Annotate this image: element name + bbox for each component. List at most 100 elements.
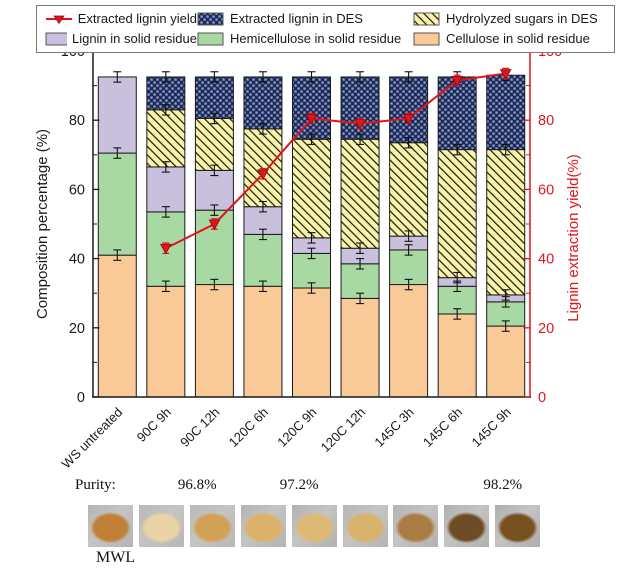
powder-pile [342, 505, 388, 547]
series-swatch-icon [197, 12, 224, 25]
powder-pile [138, 505, 184, 547]
bar-segment [146, 285, 186, 398]
legend-label: Extracted lignin in DES [230, 11, 363, 26]
legend-item-lignin-in-solid-residue: Lignin in solid residue [45, 29, 197, 48]
left-axis-tick-label: 40 [69, 252, 85, 268]
bar-segment [389, 284, 429, 398]
series-swatch-icon [413, 12, 440, 25]
x-category-label: 90C 9h [134, 405, 174, 445]
legend-label: Hydrolyzed sugars in DES [446, 11, 598, 26]
bar-segment [340, 263, 380, 299]
yield-marker [499, 69, 512, 80]
bar-segment [97, 152, 137, 256]
right-axis-tick-label: 80 [538, 113, 554, 129]
powder-pile [495, 505, 541, 547]
right-axis-tick-label: 0 [538, 390, 546, 406]
bar-segment [292, 287, 331, 398]
yield-marker [354, 119, 366, 130]
bar-segment [146, 166, 186, 213]
bar-segment [292, 76, 331, 140]
legend-item-hemicellulose-in-solid-residue: Hemicellulose in solid residue [197, 29, 413, 48]
sample-120c-9h-photo [291, 505, 337, 547]
powder-pile [240, 505, 286, 547]
chart-legend: Extracted lignin yield Extracted lignin i… [36, 5, 615, 53]
bar-segment [486, 325, 526, 398]
mwl-label: MWL [96, 549, 136, 566]
left-axis-tick-label: 60 [69, 182, 85, 198]
bar-error-bars-group [113, 67, 510, 332]
bar-segment [340, 138, 380, 249]
legend-item-hydrolyzed-sugars-in-des: Hydrolyzed sugars in DES [413, 9, 610, 28]
left-axis-tick-label: 20 [69, 321, 85, 337]
legend-item-extracted-lignin-in-des: Extracted lignin in DES [197, 9, 413, 28]
bar-segment [243, 233, 283, 287]
right-axis-title: Lignin extraction yield(%) [565, 154, 582, 322]
composition-stacked-bar-chart: 002020404060608080100100WS untreated90C … [34, 44, 582, 472]
powder-pile [88, 505, 133, 547]
yield-marker [402, 114, 415, 125]
purity-value: 96.8% [177, 477, 217, 493]
bar-segment [194, 284, 234, 398]
purity-value: 97.2% [279, 477, 319, 493]
bar-segment [194, 117, 234, 171]
sample-photos-section: Purity: MWL 96.8% 97.2% 98.2% [0, 470, 617, 576]
yield-marker [257, 169, 269, 181]
bars-group [97, 74, 526, 398]
bar-segment [243, 76, 283, 130]
x-category-label: 90C 12h [177, 405, 222, 450]
x-category-label: 145C 3h [371, 405, 416, 450]
bar-segment [97, 254, 137, 398]
right-axis-tick-label: 60 [538, 182, 554, 198]
bar-segment [243, 128, 283, 208]
legend-item-extracted-lignin-yield: Extracted lignin yield [45, 9, 197, 28]
legend-label: Cellulose in solid residue [446, 31, 590, 46]
bar-segment [389, 76, 429, 144]
yield-marker [208, 219, 221, 231]
x-category-label: WS untreated [59, 405, 126, 472]
series-swatch-icon [413, 32, 440, 45]
left-axis-title: Composition percentage (%) [34, 129, 51, 319]
bar-segment [292, 138, 331, 239]
bar-segment [389, 142, 429, 237]
powder-pile [291, 505, 337, 547]
left-axis-tick-label: 80 [69, 113, 85, 129]
yield-marker [305, 114, 318, 125]
bar-segment [243, 285, 283, 398]
sample-mwl-photo [88, 505, 133, 547]
left-axis-tick-label: 0 [77, 390, 85, 406]
yield-marker [451, 76, 464, 87]
legend-label: Extracted lignin yield [77, 11, 197, 26]
purity-label: Purity: [75, 477, 116, 493]
bar-segment [486, 149, 526, 296]
sample-145c-6h-photo [444, 505, 490, 547]
right-axis-tick-label: 40 [538, 252, 554, 268]
legend-item-cellulose-in-solid-residue: Cellulose in solid residue [413, 29, 610, 48]
sample-145c-9h-photo [495, 505, 541, 547]
bar-segment [437, 76, 477, 151]
x-category-label: 120C 12h [318, 405, 368, 455]
x-category-label: 145C 6h [420, 405, 465, 450]
bar-segment [340, 297, 380, 398]
bar-segment [486, 74, 526, 151]
series-swatch-icon [45, 32, 67, 45]
yield-line-group [159, 69, 512, 255]
yield-line [165, 72, 506, 250]
bar-segment [437, 149, 477, 279]
purity-value: 98.2% [483, 477, 523, 493]
legend-label: Lignin in solid residue [71, 31, 197, 46]
bar-segment [194, 169, 234, 211]
sample-120c-12h-photo [342, 505, 388, 547]
sample-145c-3h-photo [393, 505, 439, 547]
x-category-label: 145C 9h [468, 405, 513, 450]
bar-segment [437, 313, 477, 398]
x-category-label: 120C 9h [274, 405, 319, 450]
bar-segment [292, 252, 331, 289]
bar-segment [194, 76, 234, 119]
right-axis-tick-label: 20 [538, 321, 554, 337]
powder-pile [393, 505, 439, 547]
powder-pile [444, 505, 490, 547]
sample-120c-6h-photo [240, 505, 286, 547]
sample-90c-9h-photo [138, 505, 184, 547]
bar-segment [97, 76, 137, 154]
